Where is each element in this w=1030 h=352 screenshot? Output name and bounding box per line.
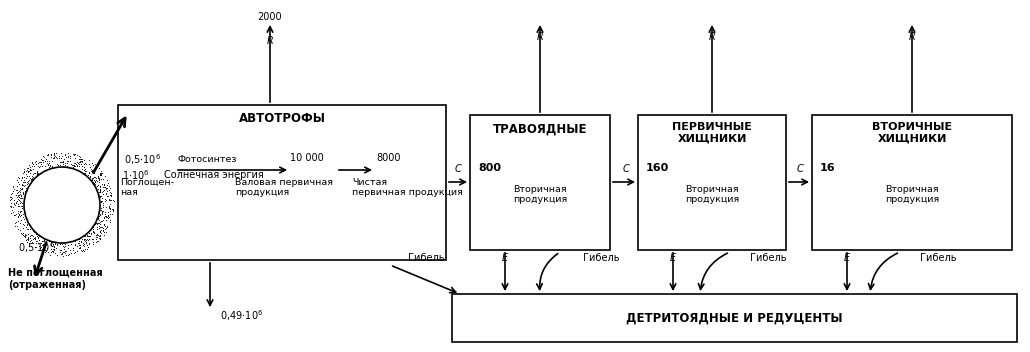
Text: Вторичная
продукция: Вторичная продукция [685, 185, 740, 205]
Text: $0{,}5{\cdot}10^6$: $0{,}5{\cdot}10^6$ [124, 153, 161, 168]
Text: R: R [908, 32, 916, 42]
Text: Солнечная энергия: Солнечная энергия [164, 170, 264, 180]
Text: Фотосинтез: Фотосинтез [178, 156, 238, 164]
Text: E: E [502, 253, 508, 263]
Text: Поглощен-
ная: Поглощен- ная [121, 178, 174, 197]
Text: АВТОТРОФЫ: АВТОТРОФЫ [239, 113, 325, 126]
Text: 800: 800 [478, 163, 501, 173]
Bar [638, 115, 786, 250]
Bar [118, 105, 446, 260]
Text: $0{,}5{\cdot}10^6$: $0{,}5{\cdot}10^6$ [18, 241, 55, 256]
Text: E: E [844, 253, 850, 263]
Text: C: C [796, 164, 803, 174]
Text: C: C [454, 164, 461, 174]
Text: 10 000: 10 000 [290, 153, 323, 163]
Text: R: R [537, 32, 544, 42]
Text: Вторичная
продукция: Вторичная продукция [513, 185, 568, 205]
Text: Гибель: Гибель [583, 253, 619, 263]
Text: ХИЩНИКИ: ХИЩНИКИ [878, 134, 947, 144]
Text: ХИЩНИКИ: ХИЩНИКИ [678, 134, 747, 144]
Text: Чистая
первичная продукция: Чистая первичная продукция [352, 178, 462, 197]
Text: Не поглощенная
(отраженная): Не поглощенная (отраженная) [8, 268, 103, 290]
Text: E: E [670, 253, 676, 263]
Bar [470, 115, 610, 250]
Text: ДЕТРИТОЯДНЫЕ И РЕДУЦЕНТЫ: ДЕТРИТОЯДНЫЕ И РЕДУЦЕНТЫ [626, 312, 843, 325]
Text: ПЕРВИЧНЫЕ: ПЕРВИЧНЫЕ [672, 122, 752, 132]
Text: ВТОРИЧНЫЕ: ВТОРИЧНЫЕ [872, 122, 952, 132]
Bar [812, 115, 1012, 250]
Circle shape [24, 167, 100, 243]
Text: $0{,}49{\cdot}10^6$: $0{,}49{\cdot}10^6$ [220, 309, 264, 323]
Text: R: R [709, 32, 716, 42]
Text: C: C [622, 164, 629, 174]
Text: Гибель: Гибель [750, 253, 787, 263]
Text: 8000: 8000 [376, 153, 401, 163]
Text: Гибель: Гибель [408, 253, 445, 263]
Bar [452, 294, 1017, 342]
Text: 2000: 2000 [258, 12, 282, 22]
Text: Валовая первичная
продукция: Валовая первичная продукция [235, 178, 333, 197]
Text: R: R [267, 36, 273, 46]
Text: Вторичная
продукция: Вторичная продукция [885, 185, 939, 205]
Text: Гибель: Гибель [920, 253, 957, 263]
Text: 160: 160 [646, 163, 670, 173]
Text: $1{\cdot}10^6$: $1{\cdot}10^6$ [122, 168, 149, 182]
Text: 16: 16 [820, 163, 835, 173]
Text: ТРАВОЯДНЫЕ: ТРАВОЯДНЫЕ [492, 122, 587, 136]
